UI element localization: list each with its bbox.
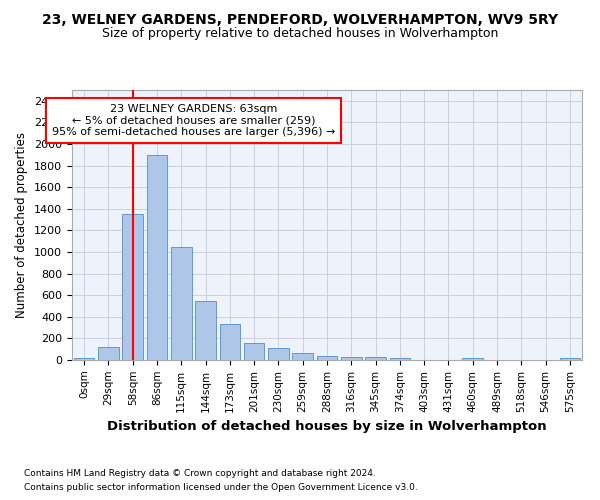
Bar bbox=[268, 348, 289, 360]
Text: Contains HM Land Registry data © Crown copyright and database right 2024.: Contains HM Land Registry data © Crown c… bbox=[24, 468, 376, 477]
Bar bbox=[560, 358, 580, 360]
Bar bbox=[389, 358, 410, 360]
Bar bbox=[463, 358, 483, 360]
Bar bbox=[244, 342, 265, 360]
Text: 23, WELNEY GARDENS, PENDEFORD, WOLVERHAMPTON, WV9 5RY: 23, WELNEY GARDENS, PENDEFORD, WOLVERHAM… bbox=[42, 12, 558, 26]
Bar bbox=[74, 358, 94, 360]
Bar bbox=[146, 155, 167, 360]
Bar bbox=[365, 358, 386, 360]
Bar bbox=[317, 356, 337, 360]
Bar bbox=[220, 324, 240, 360]
Y-axis label: Number of detached properties: Number of detached properties bbox=[16, 132, 28, 318]
Bar bbox=[341, 357, 362, 360]
Text: 23 WELNEY GARDENS: 63sqm
← 5% of detached houses are smaller (259)
95% of semi-d: 23 WELNEY GARDENS: 63sqm ← 5% of detache… bbox=[52, 104, 335, 137]
Bar bbox=[292, 353, 313, 360]
Text: Size of property relative to detached houses in Wolverhampton: Size of property relative to detached ho… bbox=[102, 28, 498, 40]
X-axis label: Distribution of detached houses by size in Wolverhampton: Distribution of detached houses by size … bbox=[107, 420, 547, 433]
Bar bbox=[122, 214, 143, 360]
Bar bbox=[98, 346, 119, 360]
Bar bbox=[195, 300, 216, 360]
Text: Contains public sector information licensed under the Open Government Licence v3: Contains public sector information licen… bbox=[24, 484, 418, 492]
Bar bbox=[171, 246, 191, 360]
